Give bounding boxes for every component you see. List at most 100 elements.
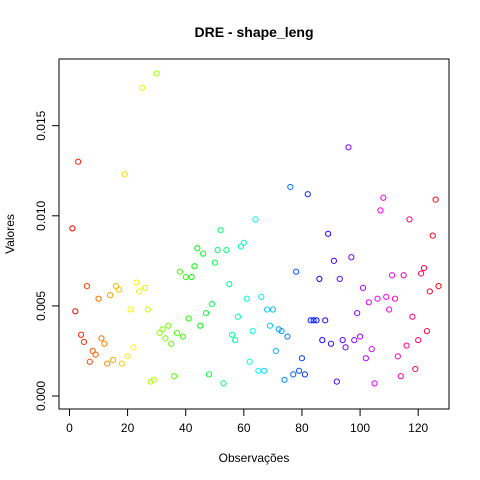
data-point — [356, 333, 364, 340]
data-point — [98, 335, 105, 342]
data-point — [325, 230, 332, 237]
data-point — [234, 313, 242, 320]
data-point — [211, 259, 218, 266]
data-point — [380, 194, 387, 201]
data-point — [191, 263, 198, 270]
data-point — [118, 360, 125, 367]
data-point — [432, 196, 439, 203]
data-point — [144, 306, 152, 313]
data-point — [252, 216, 259, 223]
data-point — [342, 344, 349, 351]
data-point — [391, 295, 399, 302]
data-point — [336, 275, 343, 282]
data-point — [420, 264, 428, 272]
data-point — [295, 367, 303, 374]
data-point — [159, 326, 166, 333]
data-point — [261, 367, 268, 374]
x-axis: 0 20 40 60 80 100 120 — [66, 408, 429, 435]
data-point — [281, 376, 288, 383]
y-tick-label: 0.015 — [34, 110, 48, 140]
data-point — [415, 337, 422, 344]
data-point — [388, 272, 396, 279]
data-point — [202, 310, 210, 317]
data-point — [168, 340, 175, 347]
data-point — [165, 322, 172, 329]
data-point — [124, 353, 131, 360]
data-point — [141, 284, 149, 291]
data-point — [139, 84, 146, 91]
data-point — [333, 378, 340, 385]
y-tick-label: 0.005 — [34, 291, 48, 321]
data-point — [185, 315, 192, 322]
data-point — [162, 335, 169, 342]
data-point — [200, 250, 207, 257]
data-point — [258, 293, 265, 300]
data-point — [173, 329, 181, 337]
y-tick-label: 0.000 — [34, 381, 48, 411]
data-point — [316, 275, 323, 282]
data-point — [80, 338, 88, 346]
data-point — [293, 268, 300, 275]
data-point — [121, 171, 128, 178]
data-point — [229, 331, 236, 338]
data-point — [95, 295, 102, 302]
data-point — [72, 308, 79, 315]
data-point — [304, 191, 311, 198]
data-point — [75, 158, 82, 165]
data-point — [377, 207, 384, 214]
data-point — [176, 268, 183, 275]
data-point — [423, 328, 431, 335]
data-point — [371, 380, 378, 387]
data-point — [426, 288, 433, 295]
data-point — [418, 270, 425, 277]
data-point — [101, 340, 108, 347]
data-points — [69, 70, 442, 387]
data-point — [435, 282, 442, 290]
data-point — [374, 295, 381, 302]
data-point — [170, 373, 178, 380]
x-axis-label: Observações — [219, 451, 290, 465]
data-point — [266, 322, 274, 329]
data-point — [255, 367, 262, 374]
data-point — [240, 239, 247, 246]
data-point — [214, 246, 221, 254]
data-point — [359, 284, 367, 291]
data-point — [272, 347, 279, 355]
data-point — [365, 299, 372, 306]
x-tick-label: 80 — [295, 421, 309, 435]
data-point — [290, 371, 297, 378]
data-point — [133, 279, 140, 286]
data-point — [351, 337, 358, 344]
data-point — [412, 365, 419, 373]
data-point — [115, 286, 122, 293]
data-point — [223, 246, 230, 254]
y-tick-label: 0.010 — [34, 200, 48, 230]
data-point — [313, 317, 320, 324]
x-tick-label: 120 — [408, 421, 428, 435]
data-point — [354, 310, 361, 317]
data-point — [179, 333, 186, 340]
data-point — [104, 360, 111, 367]
data-point — [92, 351, 99, 358]
data-point — [77, 331, 85, 338]
x-tick-label: 100 — [350, 421, 370, 435]
data-point — [284, 333, 291, 340]
data-point — [269, 306, 276, 313]
data-point — [86, 358, 93, 365]
data-point — [205, 371, 213, 378]
data-point — [278, 328, 285, 335]
data-point — [400, 272, 407, 279]
data-point — [368, 346, 375, 353]
data-point — [409, 313, 416, 320]
data-point — [406, 216, 413, 223]
chart-title: DRE - shape_leng — [194, 24, 313, 40]
data-point — [220, 380, 227, 387]
data-point — [330, 257, 338, 264]
data-point — [69, 225, 76, 232]
data-point — [301, 371, 308, 378]
data-point — [130, 344, 137, 351]
data-point — [197, 322, 204, 329]
data-point — [429, 232, 436, 239]
